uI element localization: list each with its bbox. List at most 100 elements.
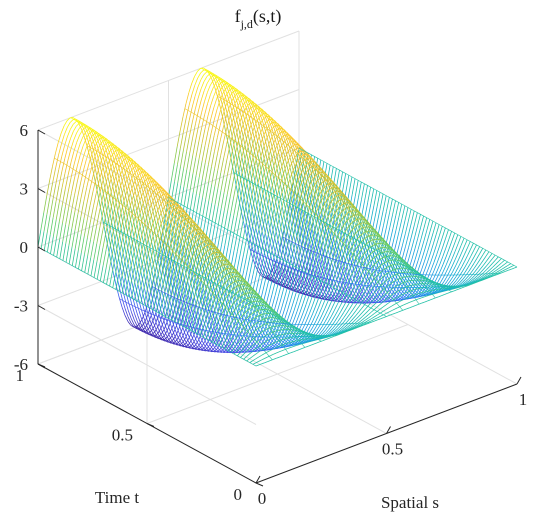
mesh-line — [305, 262, 310, 274]
mesh-line — [256, 313, 261, 321]
mesh-line — [274, 296, 279, 308]
mesh-line — [177, 219, 181, 230]
mesh-line — [381, 255, 385, 264]
mesh-line — [194, 254, 199, 261]
mesh-line — [362, 246, 367, 256]
mesh-line — [202, 346, 206, 351]
mesh-line — [107, 141, 111, 143]
mesh-line — [110, 233, 115, 249]
mesh-line — [299, 303, 304, 313]
mesh-line — [259, 330, 263, 337]
mesh-line — [190, 317, 195, 327]
mesh-line — [201, 280, 206, 288]
mesh-line — [185, 120, 190, 135]
mesh-line — [145, 250, 150, 263]
mesh-line — [171, 219, 176, 238]
mesh-line — [152, 335, 156, 338]
mesh-line — [188, 231, 192, 236]
mesh-line — [152, 321, 157, 330]
mesh-line — [271, 118, 275, 121]
mesh-line — [451, 232, 456, 242]
mesh-line — [155, 323, 160, 332]
mesh-line — [237, 89, 241, 93]
mesh-line — [371, 251, 376, 260]
mesh-line — [259, 110, 263, 112]
mesh-line — [302, 283, 307, 294]
mesh-line — [350, 218, 355, 228]
mesh-line — [111, 193, 115, 206]
mesh-line — [142, 220, 147, 232]
mesh-line — [341, 211, 346, 222]
mesh-line — [234, 304, 239, 314]
mesh-line — [258, 107, 263, 114]
mesh-line — [307, 204, 311, 214]
mesh-line — [177, 166, 181, 184]
mesh-line — [330, 287, 334, 295]
mesh-line — [241, 156, 246, 173]
mesh-line — [138, 168, 142, 170]
mesh-line — [250, 118, 255, 126]
mesh-line — [306, 175, 311, 181]
mesh-line — [338, 216, 342, 228]
mesh-line — [454, 252, 459, 260]
mesh-line — [208, 184, 213, 202]
mesh-line — [332, 231, 336, 239]
mesh-line — [186, 339, 191, 345]
mesh-line — [239, 110, 243, 122]
mesh-line — [171, 284, 175, 296]
mesh-line — [442, 227, 446, 238]
mesh-line — [96, 138, 101, 147]
mesh-line — [384, 257, 388, 265]
mesh-line — [215, 76, 219, 79]
mesh-line — [269, 135, 273, 143]
mesh-line — [250, 110, 254, 117]
mesh-line — [148, 226, 153, 237]
mesh-line — [192, 344, 197, 349]
mesh-line — [226, 112, 231, 126]
mesh-line — [241, 183, 245, 199]
mesh-line — [238, 287, 243, 296]
mesh-line — [139, 181, 144, 193]
mesh-line — [136, 242, 141, 256]
mesh-line — [134, 313, 138, 322]
mesh-line — [145, 194, 150, 207]
mesh-line — [296, 143, 300, 146]
mesh-line — [145, 200, 149, 209]
mesh-line — [290, 289, 294, 301]
mesh-line — [297, 195, 302, 205]
mesh-line — [368, 271, 372, 279]
mesh-line — [84, 137, 88, 148]
mesh-line — [183, 342, 188, 348]
mesh-line — [324, 172, 328, 176]
mesh-line — [237, 313, 242, 322]
mesh-line — [220, 192, 225, 209]
mesh-line — [317, 270, 322, 280]
mesh-line — [254, 141, 258, 152]
mesh-line — [316, 192, 321, 205]
mesh-line — [249, 259, 254, 274]
mesh-line — [417, 227, 422, 239]
mesh-line — [174, 329, 179, 338]
mesh-line — [234, 87, 238, 90]
mesh-line — [172, 203, 176, 206]
mesh-line — [231, 85, 235, 88]
mesh-line — [212, 77, 217, 81]
mesh-line — [213, 137, 218, 152]
mesh-line — [306, 161, 310, 165]
mesh-line — [264, 190, 268, 204]
mesh-line — [309, 326, 314, 332]
mesh-line — [206, 248, 211, 252]
mesh-line — [284, 309, 289, 319]
mesh-line — [170, 271, 175, 283]
mesh-line — [305, 262, 309, 273]
mesh-line — [222, 95, 227, 104]
mesh-line — [225, 90, 229, 97]
mesh-line — [213, 123, 218, 136]
mesh-line — [78, 122, 82, 130]
mesh-line — [75, 118, 80, 122]
mesh-line — [305, 273, 310, 284]
mesh-line — [208, 342, 213, 349]
mesh-line — [220, 258, 225, 266]
mesh-line — [148, 214, 153, 224]
mesh-line — [273, 198, 278, 211]
